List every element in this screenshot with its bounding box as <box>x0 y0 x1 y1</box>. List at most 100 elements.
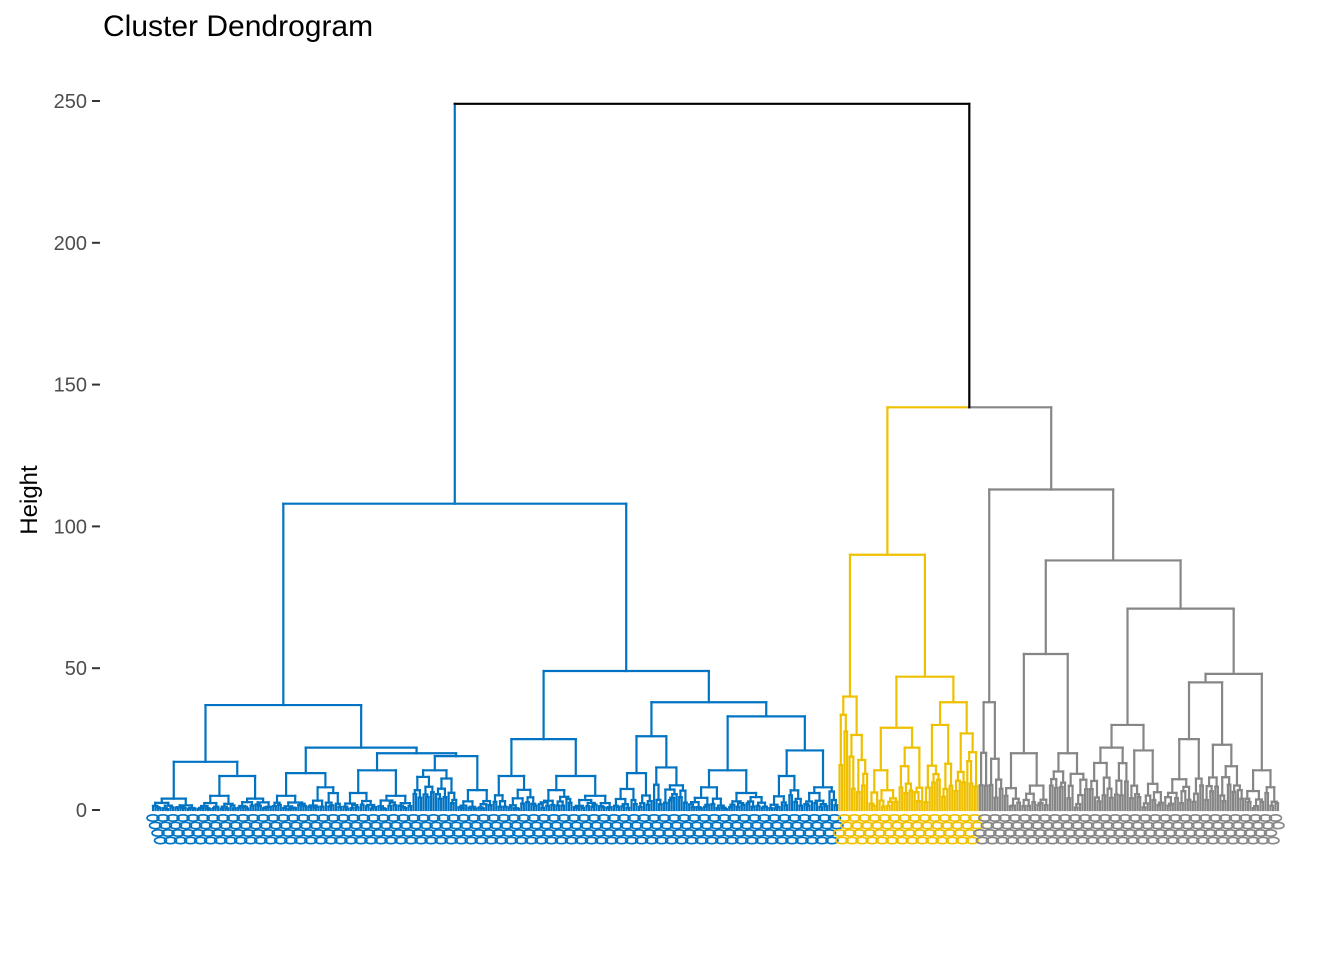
leaf-label <box>251 828 266 837</box>
leaf-label <box>334 836 348 845</box>
leaf-label <box>1186 836 1200 845</box>
leaf-label <box>1123 828 1137 837</box>
leaf-label <box>1155 836 1170 845</box>
leaf-label <box>925 836 940 845</box>
leaf-label <box>795 836 809 845</box>
leaf-label <box>1005 836 1020 845</box>
leaf-label <box>156 813 170 822</box>
leaf-label <box>872 828 887 837</box>
leaf-label <box>496 813 511 822</box>
leaf-label <box>304 836 318 845</box>
leaf-label <box>444 836 458 845</box>
leaf-label <box>1148 813 1163 822</box>
leaf-label <box>552 828 566 837</box>
leaf-label <box>183 836 198 845</box>
leaf-label <box>932 828 947 837</box>
leaf-label <box>1135 836 1150 845</box>
leaf-label <box>311 828 326 837</box>
leaf-label <box>1128 813 1142 822</box>
leaf-label <box>263 836 278 845</box>
leaf-label <box>221 828 235 837</box>
leaf-label <box>344 836 358 845</box>
leaf-label <box>286 813 301 822</box>
leaf-label <box>321 828 336 837</box>
leaf-label <box>504 836 519 845</box>
leaf-label <box>326 813 341 822</box>
leaf-label <box>1145 836 1160 845</box>
leaf-label <box>1065 836 1080 845</box>
leaf-label <box>674 836 689 845</box>
leaf-label <box>1053 828 1067 837</box>
leaf-label <box>416 813 431 822</box>
leaf-label <box>920 821 935 830</box>
leaf-label <box>1088 813 1102 822</box>
leaf-label <box>241 828 256 837</box>
leaf-label <box>246 813 261 822</box>
leaf-label <box>975 836 990 845</box>
leaf-label <box>1226 836 1240 845</box>
leaf-label <box>226 813 240 822</box>
leaf-label <box>1251 821 1265 830</box>
leaf-label <box>587 813 601 822</box>
leaf-label <box>837 813 852 822</box>
leaf-label <box>840 821 854 830</box>
leaf-label <box>740 821 754 830</box>
leaf-label <box>867 813 882 822</box>
y-tick-label: 0 <box>76 800 87 822</box>
leaf-label <box>1078 813 1092 822</box>
leaf-label <box>171 828 185 837</box>
leaf-label <box>253 836 268 845</box>
leaf-label <box>699 821 714 830</box>
leaf-label <box>261 828 276 837</box>
leaf-label <box>266 813 281 822</box>
leaf-label <box>1248 813 1263 822</box>
leaf-label <box>679 821 694 830</box>
leaf-label <box>436 813 451 822</box>
leaf-label <box>306 813 321 822</box>
leaf-label <box>1256 836 1270 845</box>
leaf-label <box>1261 821 1275 830</box>
leaf-label <box>1180 821 1195 830</box>
leaf-label <box>825 836 839 845</box>
leaf-label <box>995 836 1010 845</box>
leaf-label <box>1125 836 1140 845</box>
leaf-label <box>862 828 877 837</box>
leaf-label <box>258 821 273 830</box>
leaf-label <box>1035 836 1050 845</box>
leaf-label <box>912 828 927 837</box>
leaf-label <box>702 828 717 837</box>
leaf-label <box>1013 828 1027 837</box>
leaf-label <box>324 836 338 845</box>
leaf-label <box>945 836 960 845</box>
leaf-label <box>747 813 762 822</box>
leaf-label <box>719 821 734 830</box>
leaf-label <box>885 836 899 845</box>
leaf-label <box>1173 828 1188 837</box>
leaf-label <box>374 836 388 845</box>
leaf-label <box>614 836 629 845</box>
leaf-label <box>1055 836 1070 845</box>
leaf-label <box>682 828 696 837</box>
leaf-label <box>1238 813 1253 822</box>
leaf-label <box>148 821 163 830</box>
leaf-label <box>852 828 867 837</box>
leaf-label <box>271 828 286 837</box>
leaf-label <box>534 836 549 845</box>
leaf-label <box>1093 828 1107 837</box>
leaf-label <box>414 836 428 845</box>
leaf-label <box>960 821 975 830</box>
leaf-label <box>782 828 797 837</box>
leaf-label <box>968 813 982 822</box>
leaf-label <box>664 836 679 845</box>
leaf-label <box>471 828 486 837</box>
leaf-label <box>491 828 506 837</box>
leaf-label <box>386 813 401 822</box>
leaf-label <box>401 828 416 837</box>
leaf-label <box>394 836 408 845</box>
leaf-label <box>890 821 904 830</box>
leaf-label <box>958 813 972 822</box>
leaf-label <box>459 821 473 830</box>
leaf-label <box>667 813 681 822</box>
leaf-label <box>547 813 561 822</box>
